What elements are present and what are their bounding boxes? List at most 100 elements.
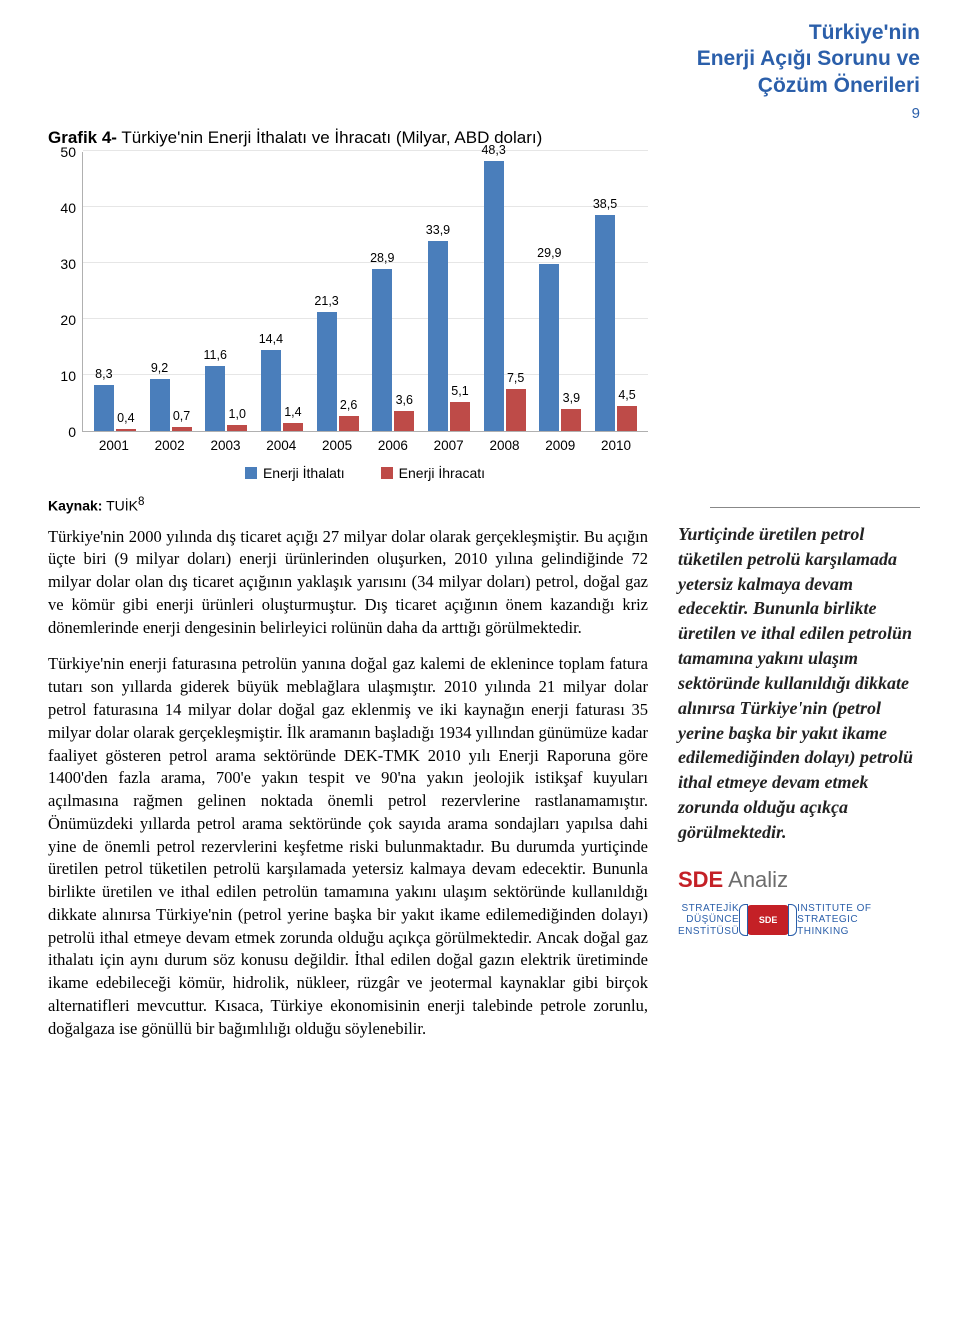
org-left: STRATEJİK DÜŞÜNCE ENSTİTÜSÜ xyxy=(678,903,739,938)
bar-value-label: 29,9 xyxy=(537,246,561,260)
bar-value-label: 3,6 xyxy=(396,393,413,407)
org-right-l1: INSTITUTE OF xyxy=(797,903,871,914)
bar-value-label: 7,5 xyxy=(507,371,524,385)
bar-value-label: 48,3 xyxy=(481,143,505,157)
bar-value-label: 1,0 xyxy=(229,407,246,421)
chart-caption-text: Türkiye'nin Enerji İthalatı ve İhracatı … xyxy=(117,128,542,147)
y-axis: 01020304050 xyxy=(48,152,82,432)
legend-swatch xyxy=(245,467,257,479)
title-line-1: Türkiye'nin xyxy=(809,21,920,44)
x-tick: 2007 xyxy=(427,438,471,453)
org-right: INSTITUTE OF STRATEGIC THINKING xyxy=(797,903,871,938)
bar-group: 14,41,4 xyxy=(261,350,303,431)
org-right-l2: STRATEGIC xyxy=(797,914,858,925)
org-left-l2: DÜŞÜNCE xyxy=(686,914,739,925)
sidebar-quote: Yurtiçinde üretilen petrol tüketilen pet… xyxy=(678,522,920,845)
org-row: STRATEJİK DÜŞÜNCE ENSTİTÜSÜ SDE INSTITUT… xyxy=(678,903,920,938)
content-row: Kaynak: TUİK8 Türkiye'nin 2000 yılında d… xyxy=(48,495,920,1055)
bar: 4,5 xyxy=(617,406,637,431)
bar-value-label: 2,6 xyxy=(340,398,357,412)
bar-group: 21,32,6 xyxy=(317,312,359,431)
x-tick: 2006 xyxy=(371,438,415,453)
gridline xyxy=(83,150,648,151)
bar-value-label: 14,4 xyxy=(259,332,283,346)
plot-area: 8,30,49,20,711,61,014,41,421,32,628,93,6… xyxy=(82,152,648,432)
bar: 1,0 xyxy=(227,425,247,431)
page-header: Türkiye'nin Enerji Açığı Sorunu ve Çözüm… xyxy=(660,20,920,122)
y-tick: 20 xyxy=(60,312,76,328)
bar-group: 9,20,7 xyxy=(150,379,192,431)
bar: 38,5 xyxy=(595,215,615,431)
chart-caption-prefix: Grafik 4- xyxy=(48,128,117,147)
x-tick: 2004 xyxy=(259,438,303,453)
x-tick: 2003 xyxy=(203,438,247,453)
doc-title: Türkiye'nin Enerji Açığı Sorunu ve Çözüm… xyxy=(660,20,920,99)
bar-group: 29,93,9 xyxy=(539,264,581,431)
bar: 1,4 xyxy=(283,423,303,431)
org-left-l1: STRATEJİK xyxy=(682,903,740,914)
x-tick: 2002 xyxy=(148,438,192,453)
bar-value-label: 38,5 xyxy=(593,197,617,211)
legend-item: Enerji İhracatı xyxy=(381,465,485,481)
chart-legend: Enerji İthalatı Enerji İhracatı xyxy=(82,465,648,481)
y-tick: 0 xyxy=(68,424,76,440)
bar: 3,9 xyxy=(561,409,581,431)
chart-source: Kaynak: TUİK8 xyxy=(48,495,648,514)
bar-group: 8,30,4 xyxy=(94,385,136,431)
bar: 0,4 xyxy=(116,429,136,431)
y-tick: 10 xyxy=(60,368,76,384)
bar: 0,7 xyxy=(172,427,192,431)
bar-value-label: 0,7 xyxy=(173,409,190,423)
bar-group: 28,93,6 xyxy=(372,269,414,431)
bar-value-label: 11,6 xyxy=(204,348,227,362)
y-tick: 40 xyxy=(60,200,76,216)
bar-group: 48,37,5 xyxy=(484,161,526,431)
bar-group: 11,61,0 xyxy=(205,366,247,431)
bar-value-label: 33,9 xyxy=(426,223,450,237)
brand-red: SDE xyxy=(678,867,723,892)
title-line-3: Çözüm Önerileri xyxy=(758,74,920,97)
legend-item: Enerji İthalatı xyxy=(245,465,345,481)
source-text: TUİK xyxy=(102,498,138,514)
x-tick: 2008 xyxy=(482,438,526,453)
bar: 28,9 xyxy=(372,269,392,431)
bar: 29,9 xyxy=(539,264,559,431)
bar-value-label: 0,4 xyxy=(117,411,134,425)
sidebar-brand: SDE Analiz xyxy=(678,867,920,893)
bar: 33,9 xyxy=(428,241,448,431)
bar: 3,6 xyxy=(394,411,414,431)
bar: 8,3 xyxy=(94,385,114,431)
bar: 9,2 xyxy=(150,379,170,431)
paragraph-1: Türkiye'nin 2000 yılında dış ticaret açı… xyxy=(48,526,648,640)
x-tick: 2009 xyxy=(538,438,582,453)
bar-value-label: 28,9 xyxy=(370,251,394,265)
legend-label: Enerji İthalatı xyxy=(263,465,345,481)
bar-value-label: 21,3 xyxy=(314,294,338,308)
page-number: 9 xyxy=(660,105,920,122)
bar-value-label: 5,1 xyxy=(451,384,468,398)
y-tick: 50 xyxy=(60,144,76,160)
sidebar-divider xyxy=(710,507,920,508)
org-left-l3: ENSTİTÜSÜ xyxy=(678,926,739,937)
bar-value-label: 3,9 xyxy=(563,391,580,405)
bar-value-label: 8,3 xyxy=(95,367,112,381)
paragraph-2: Türkiye'nin enerji faturasına petrolün y… xyxy=(48,653,648,1040)
bar: 21,3 xyxy=(317,312,337,431)
bar-chart: 01020304050 8,30,49,20,711,61,014,41,421… xyxy=(48,152,648,481)
x-tick: 2005 xyxy=(315,438,359,453)
bar: 2,6 xyxy=(339,416,359,431)
bar-value-label: 1,4 xyxy=(284,405,301,419)
org-logo-icon: SDE xyxy=(747,905,789,935)
bar-group: 38,54,5 xyxy=(595,215,637,431)
bar: 7,5 xyxy=(506,389,526,431)
sidebar-column: Yurtiçinde üretilen petrol tüketilen pet… xyxy=(678,495,920,1055)
legend-label: Enerji İhracatı xyxy=(399,465,485,481)
org-right-l3: THINKING xyxy=(797,926,849,937)
y-tick: 30 xyxy=(60,256,76,272)
source-footnote: 8 xyxy=(138,495,144,508)
bar-group: 33,95,1 xyxy=(428,241,470,431)
brand-gray: Analiz xyxy=(723,867,788,892)
source-prefix: Kaynak: xyxy=(48,498,102,514)
bar: 14,4 xyxy=(261,350,281,431)
bar: 11,6 xyxy=(205,366,225,431)
